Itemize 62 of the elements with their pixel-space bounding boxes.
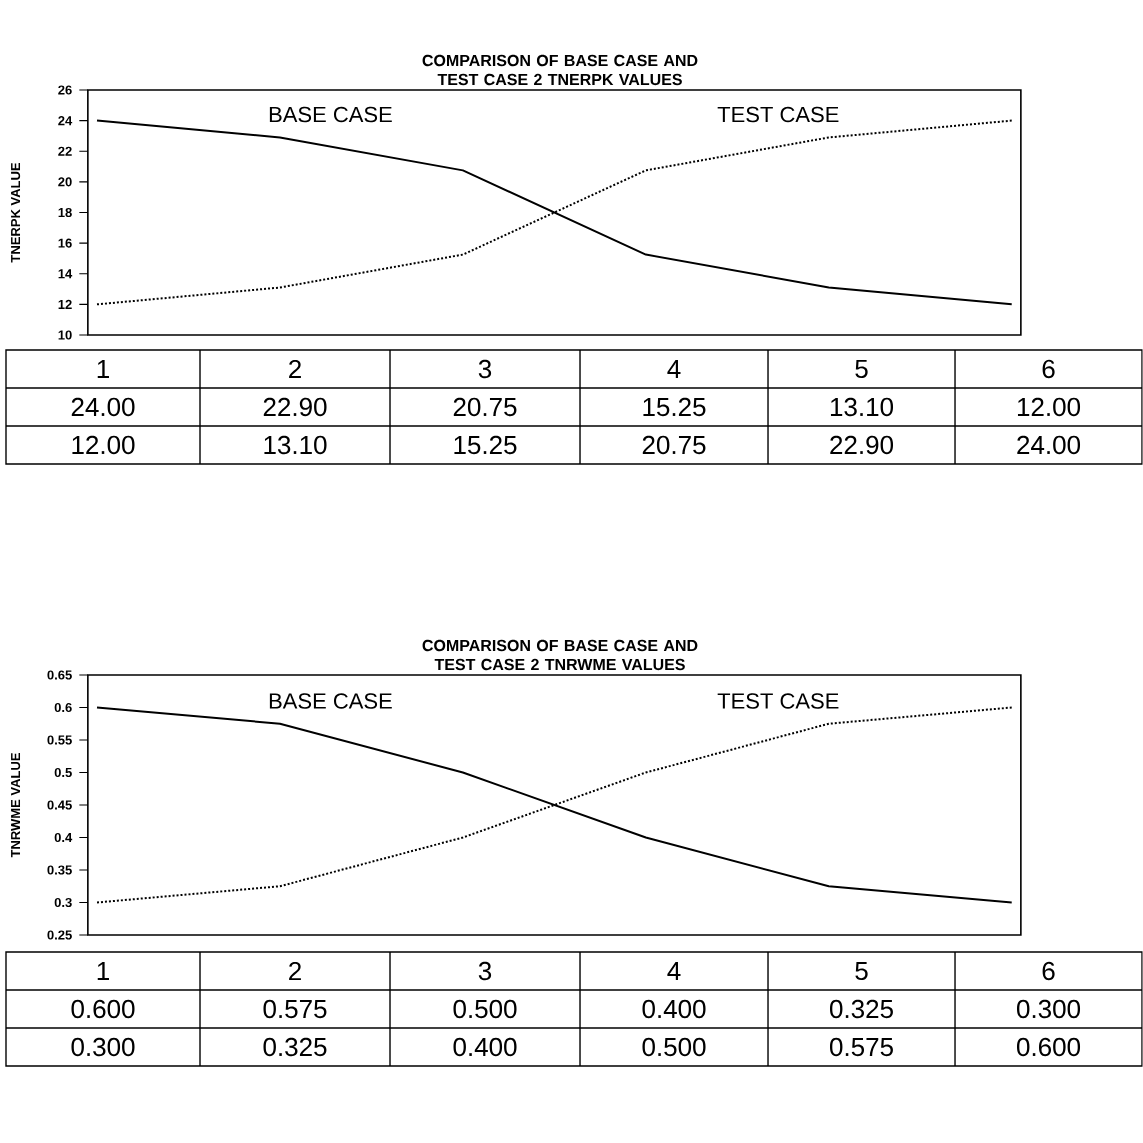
data-label: 0.400 <box>453 1037 517 1057</box>
x-tick-label: 6 <box>1042 961 1055 981</box>
x-tick-label: 1 <box>97 360 110 378</box>
data-label: 24.00 <box>71 397 135 417</box>
y-tick-label: 12 <box>58 299 72 309</box>
data-label: 0.500 <box>642 1037 706 1057</box>
data-label: 22.90 <box>263 397 327 417</box>
y-tick-label: 16 <box>58 238 72 248</box>
data-label: 0.325 <box>830 999 894 1019</box>
y-tick-label: 20 <box>58 177 72 187</box>
data-label: 0.300 <box>71 1037 135 1057</box>
x-tick-label: 5 <box>855 359 868 379</box>
y-tick-label: 0.45 <box>47 800 73 810</box>
x-tick-label: 2 <box>289 961 302 981</box>
x-tick-label: 6 <box>1042 359 1055 379</box>
data-label: 20.75 <box>642 435 706 455</box>
y-tick-label: 0.4 <box>54 832 73 843</box>
series-label: BASE CASE <box>270 693 392 709</box>
data-label: 0.575 <box>263 999 327 1019</box>
data-label: 24.00 <box>1017 435 1081 455</box>
x-tick-label: 4 <box>667 360 681 378</box>
data-label: 0.400 <box>642 999 706 1019</box>
y-tick-label: 0.25 <box>47 930 73 940</box>
y-tick-label: 0.65 <box>47 670 73 680</box>
y-tick-label: 24 <box>58 116 73 126</box>
data-label: 0.300 <box>1017 999 1081 1019</box>
y-tick-label: 10 <box>58 330 72 340</box>
series-label: TEST CASE <box>717 693 839 709</box>
data-label: 13.10 <box>831 397 894 417</box>
y-axis-title: TNERPK VALUE <box>11 162 21 263</box>
x-tick-label: 3 <box>478 359 492 379</box>
y-tick-label: 0.6 <box>54 702 72 713</box>
data-label: 12.00 <box>1018 397 1081 417</box>
data-label: 20.75 <box>453 397 517 417</box>
y-tick-label: 18 <box>58 207 72 218</box>
data-label: 12.00 <box>72 435 135 455</box>
data-label: 0.575 <box>830 1037 894 1057</box>
x-tick-label: 3 <box>478 961 492 981</box>
x-tick-label: 4 <box>667 962 681 980</box>
data-label: 0.600 <box>71 999 135 1019</box>
chart-title: COMPARISON OF BASE CASE AND TEST CASE 2 TNRWME VALUES <box>422 639 698 671</box>
data-label: 0.500 <box>453 999 517 1019</box>
y-axis-title: TNRWME VALUE <box>11 753 21 858</box>
chart-title: COMPARISON OF BASE CASE AND TEST CASE 2 TNERPK VALUES <box>422 54 698 86</box>
y-tick-label: 0.5 <box>54 767 73 778</box>
data-label: 0.325 <box>263 1037 327 1057</box>
data-label: 15.25 <box>643 397 706 417</box>
x-tick-label: 5 <box>855 961 868 981</box>
data-label: 15.25 <box>454 435 517 455</box>
data-label: 22.90 <box>830 435 894 455</box>
x-tick-label: 1 <box>97 962 110 980</box>
y-tick-label: 0.35 <box>47 865 73 875</box>
y-tick-label: 26 <box>58 85 72 95</box>
series-label: TEST CASE <box>717 106 839 123</box>
y-tick-label: 0.3 <box>54 897 72 908</box>
x-tick-label: 2 <box>289 359 302 379</box>
y-tick-label: 22 <box>58 146 72 156</box>
series-label: BASE CASE <box>270 106 392 123</box>
data-label: 13.10 <box>264 435 327 455</box>
y-tick-label: 14 <box>58 269 73 279</box>
y-tick-label: 0.55 <box>47 735 73 745</box>
data-label: 0.600 <box>1017 1037 1081 1057</box>
